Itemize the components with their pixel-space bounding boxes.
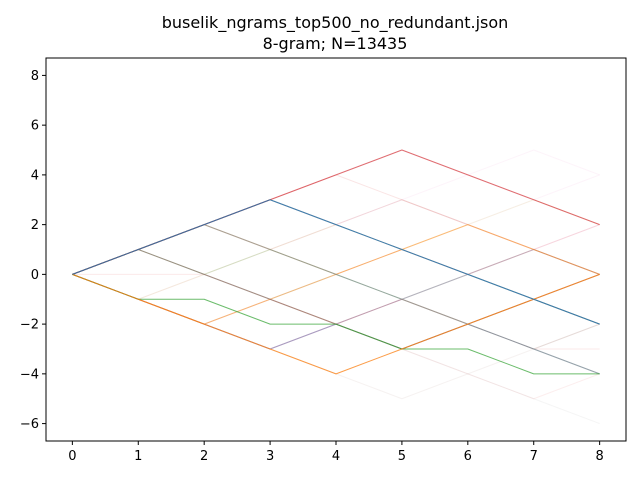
series-line-29 <box>72 249 600 325</box>
y-tick-label: 0 <box>31 268 39 283</box>
series-line-16 <box>72 273 600 350</box>
series-line-22 <box>72 273 600 425</box>
y-tick-label: −2 <box>20 318 39 333</box>
series-line-21 <box>72 224 600 275</box>
series-line-2 <box>72 199 600 325</box>
series-line-1 <box>72 149 600 275</box>
series-line-24 <box>72 273 600 400</box>
series-layer <box>72 149 600 425</box>
series-line-11 <box>72 199 600 325</box>
series-line-15 <box>72 249 600 325</box>
x-tick-label: 6 <box>464 449 472 464</box>
y-tick-label: 4 <box>31 168 39 183</box>
x-tick-label: 3 <box>266 449 274 464</box>
x-tick-label: 5 <box>398 449 406 464</box>
x-tick-label: 1 <box>134 449 142 464</box>
y-tick-label: 6 <box>31 119 39 134</box>
plot-frame <box>45 57 627 442</box>
x-tick-label: 2 <box>200 449 208 464</box>
series-line-4 <box>72 273 600 375</box>
series-line-28 <box>72 273 600 400</box>
x-tick-label: 4 <box>332 449 340 464</box>
y-tick-label: −4 <box>20 367 39 382</box>
series-line-26 <box>72 273 600 350</box>
series-line-13 <box>72 224 600 275</box>
series-line-12 <box>72 249 600 325</box>
series-line-14 <box>72 199 600 300</box>
x-tick-label: 7 <box>530 449 538 464</box>
series-line-3 <box>72 199 600 325</box>
series-line-27 <box>72 199 600 275</box>
series-line-19 <box>72 149 600 275</box>
x-tick-label: 8 <box>595 449 603 464</box>
chart-subtitle: 8-gram; N=13435 <box>263 34 408 53</box>
series-line-18 <box>72 273 600 350</box>
series-line-20 <box>72 224 600 300</box>
series-line-23 <box>72 149 600 275</box>
y-tick-label: 8 <box>31 69 39 84</box>
series-line-5 <box>72 273 600 375</box>
x-tick-label: 0 <box>68 449 76 464</box>
axes: 0 1 2 3 4 5 6 7 8 −6 −4 −2 0 2 4 6 8 <box>20 57 627 464</box>
chart-title: buselik_ngrams_top500_no_redundant.json <box>162 13 509 33</box>
y-tick-label: −6 <box>20 417 39 432</box>
y-tick-label: 2 <box>31 218 39 233</box>
series-line-25 <box>72 224 600 300</box>
